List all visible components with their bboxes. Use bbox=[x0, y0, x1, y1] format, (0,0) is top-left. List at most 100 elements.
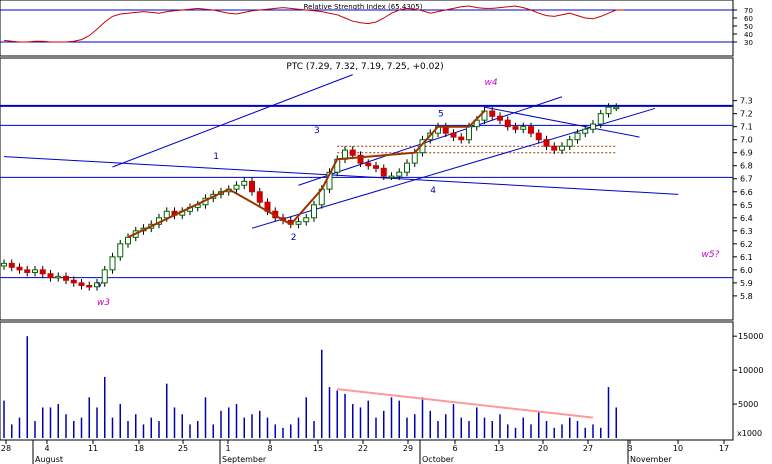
price-y-tick-label: 5.8 bbox=[740, 292, 753, 301]
candle-down bbox=[450, 132, 457, 138]
volume-panel-frame bbox=[0, 321, 734, 441]
candle-up bbox=[481, 110, 488, 121]
candle-up bbox=[411, 152, 418, 164]
candle-up bbox=[597, 113, 604, 125]
candle-up bbox=[55, 275, 62, 279]
price-y-tick-label: 6.1 bbox=[740, 253, 753, 262]
candle-down bbox=[365, 162, 372, 167]
wave-label: v bbox=[97, 280, 103, 290]
price-y-tick-label: 6.8 bbox=[740, 162, 753, 171]
candle-up bbox=[605, 106, 612, 115]
x-day-label: 27 bbox=[583, 444, 593, 453]
price-y-tick-label: 6.9 bbox=[740, 149, 753, 158]
x-day-label: 6 bbox=[452, 444, 457, 453]
x-day-label: 1 bbox=[225, 444, 230, 453]
candle-up bbox=[590, 123, 596, 130]
wave-label: w3 bbox=[97, 298, 110, 308]
candle-down bbox=[543, 139, 550, 147]
candle-down bbox=[551, 145, 558, 151]
candle-up bbox=[311, 204, 317, 219]
candle-down bbox=[256, 191, 263, 203]
candle-down bbox=[380, 167, 387, 177]
x-day-label: 3 bbox=[627, 444, 632, 453]
price-y-tick-label: 5.9 bbox=[740, 279, 753, 288]
candle-down bbox=[8, 262, 15, 268]
price-y-tick-label: 6.5 bbox=[740, 201, 753, 210]
price-title: PTC (7.29, 7.32, 7.19, 7.25, +0.02) bbox=[286, 62, 443, 72]
volume-y-tick-label: 15000 bbox=[738, 332, 763, 341]
rsi-line bbox=[3, 5, 624, 43]
wave-label: 1 bbox=[213, 152, 219, 162]
wave-label: 4 bbox=[430, 186, 436, 196]
x-day-label: 20 bbox=[538, 444, 548, 453]
x-day-label: 13 bbox=[494, 444, 504, 453]
candle-up bbox=[109, 256, 116, 271]
candle-up bbox=[163, 210, 170, 219]
candle-up bbox=[1, 262, 7, 267]
x-month-label: November bbox=[630, 455, 672, 464]
x-day-label: 17 bbox=[719, 444, 729, 453]
volume-y-tick-label: 10000 bbox=[738, 366, 763, 375]
rsi-y-tick-label: 50 bbox=[744, 23, 753, 31]
price-y-tick-label: 6.6 bbox=[740, 188, 753, 197]
candle-up bbox=[388, 175, 395, 179]
candle-up bbox=[520, 126, 527, 130]
trend-channel-line bbox=[251, 107, 656, 229]
candle-down bbox=[535, 132, 542, 141]
price-y-tick-label: 6.3 bbox=[740, 227, 753, 236]
price-y-tick-label: 7.2 bbox=[740, 110, 753, 119]
candle-up bbox=[559, 145, 565, 151]
elliott-wave-path bbox=[127, 110, 486, 239]
candle-up bbox=[125, 236, 131, 245]
price-y-tick-label: 6.2 bbox=[740, 240, 753, 249]
candle-down bbox=[78, 282, 85, 286]
candle-up bbox=[241, 180, 248, 186]
x-day-label: 10 bbox=[673, 444, 683, 453]
volume-multiplier-label: x1000 bbox=[737, 429, 762, 438]
candle-up bbox=[566, 139, 573, 147]
price-y-tick-label: 6.7 bbox=[740, 175, 753, 184]
candle-up bbox=[303, 217, 310, 223]
rsi-y-tick-label: 70 bbox=[744, 7, 753, 15]
candle-down bbox=[489, 110, 496, 117]
candle-down bbox=[39, 269, 46, 275]
x-day-label: 28 bbox=[1, 444, 11, 453]
candle-up bbox=[582, 128, 589, 134]
x-day-label: 18 bbox=[134, 444, 144, 453]
candle-down bbox=[70, 279, 77, 284]
trend-channel-line bbox=[484, 106, 640, 138]
x-day-label: 25 bbox=[178, 444, 188, 453]
candle-up bbox=[404, 162, 410, 173]
candle-down bbox=[373, 165, 379, 169]
trend-channel-line bbox=[3, 156, 679, 195]
price-y-tick-label: 7.1 bbox=[740, 123, 753, 132]
x-day-label: 15 bbox=[313, 444, 323, 453]
rsi-y-tick-label: 30 bbox=[744, 39, 753, 47]
x-month-label: August bbox=[35, 455, 63, 464]
candle-up bbox=[466, 126, 472, 141]
rsi-y-tick-label: 40 bbox=[744, 31, 753, 39]
wave-label: 3 bbox=[314, 126, 320, 136]
candle-down bbox=[512, 126, 519, 130]
candle-up bbox=[94, 282, 100, 288]
candle-down bbox=[504, 119, 511, 128]
candle-up bbox=[613, 106, 620, 110]
candle-down bbox=[249, 180, 255, 193]
wave-label: 5 bbox=[438, 109, 444, 119]
rsi-y-tick-label: 60 bbox=[744, 15, 753, 23]
price-y-tick-label: 6.4 bbox=[740, 214, 753, 223]
volume-y-tick-label: 5000 bbox=[738, 400, 758, 409]
rsi-title: Relative Strength Index (65.4305) bbox=[304, 3, 423, 11]
candle-up bbox=[233, 184, 240, 190]
wave-label: w4 bbox=[485, 78, 498, 88]
x-day-label: 11 bbox=[88, 444, 98, 453]
x-day-label: 8 bbox=[267, 444, 272, 453]
candle-down bbox=[497, 115, 503, 121]
candle-up bbox=[117, 243, 124, 258]
candle-down bbox=[458, 136, 465, 141]
candle-up bbox=[574, 132, 581, 141]
candle-down bbox=[47, 273, 54, 279]
candle-up bbox=[32, 269, 38, 273]
x-day-label: 4 bbox=[44, 444, 49, 453]
